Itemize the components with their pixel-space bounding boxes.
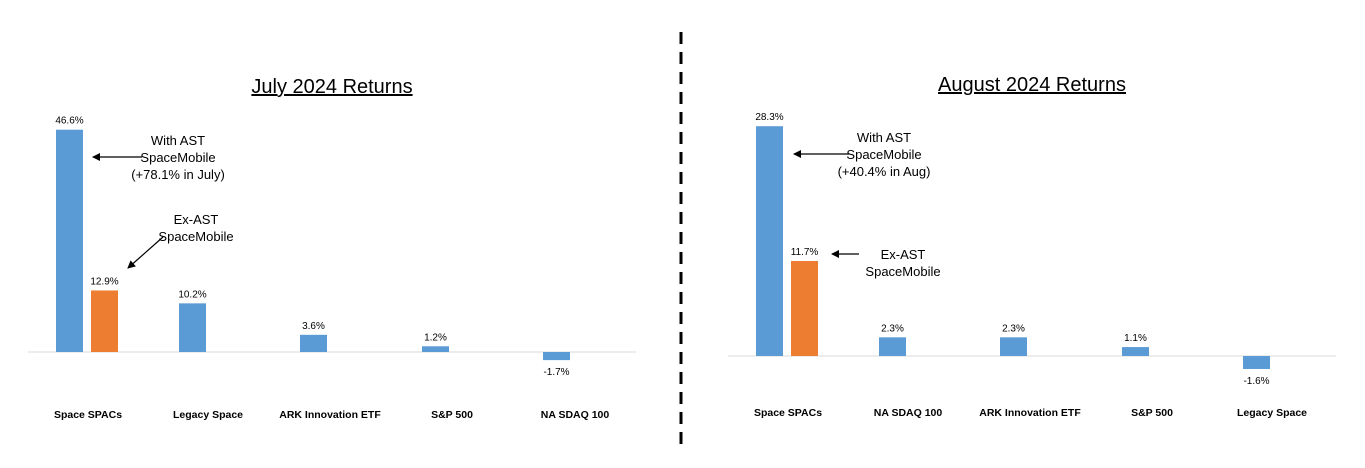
bar xyxy=(1000,337,1027,356)
data-label: -1.7% xyxy=(543,367,569,378)
data-label: 2.3% xyxy=(881,323,904,334)
data-label: 10.2% xyxy=(178,289,206,300)
bar xyxy=(300,334,327,352)
category-label: ARK Innovation ETF xyxy=(279,409,381,421)
bar xyxy=(422,346,449,352)
annotation-text: SpaceMobile xyxy=(865,264,940,279)
data-label: 1.1% xyxy=(1124,333,1147,344)
annotation-arrow xyxy=(127,236,164,269)
annotation-text: With AST xyxy=(857,130,911,145)
annotation-text: With AST xyxy=(151,133,205,148)
data-label: 12.9% xyxy=(90,276,118,287)
category-label: ARK Innovation ETF xyxy=(979,407,1081,419)
annotation-text: SpaceMobile xyxy=(846,147,921,162)
annotation-text: SpaceMobile xyxy=(140,150,215,165)
data-label: -1.6% xyxy=(1243,376,1269,387)
bar xyxy=(1122,347,1149,356)
category-label: Legacy Space xyxy=(1237,407,1307,419)
annotation-text: (+40.4% in Aug) xyxy=(838,164,931,179)
annotation-text: Ex-AST xyxy=(881,247,926,262)
data-label: 11.7% xyxy=(791,247,819,258)
chart-title: August 2024 Returns xyxy=(938,74,1126,96)
data-label: 3.6% xyxy=(302,321,325,332)
bar xyxy=(179,303,206,352)
chart-title: July 2024 Returns xyxy=(251,76,412,98)
category-label: Space SPACs xyxy=(754,407,822,419)
data-label: 28.3% xyxy=(755,112,783,123)
bar xyxy=(543,352,570,361)
category-label: NA SDAQ 100 xyxy=(874,407,943,419)
bar xyxy=(791,260,818,356)
category-label: Legacy Space xyxy=(173,409,243,421)
bar xyxy=(1243,356,1270,369)
bar xyxy=(56,129,83,352)
bar xyxy=(91,290,118,352)
bar xyxy=(756,126,783,356)
annotation-text: (+78.1% in July) xyxy=(131,167,225,182)
category-label: S&P 500 xyxy=(1131,407,1173,419)
annotation-text: SpaceMobile xyxy=(158,229,233,244)
data-label: 46.6% xyxy=(55,116,83,127)
category-label: Space SPACs xyxy=(54,409,122,421)
data-label: 2.3% xyxy=(1002,323,1025,334)
category-label: NA SDAQ 100 xyxy=(541,409,610,421)
annotation-text: Ex-AST xyxy=(174,212,219,227)
bar xyxy=(879,337,906,356)
category-label: S&P 500 xyxy=(431,409,473,421)
data-label: 1.2% xyxy=(424,332,447,343)
